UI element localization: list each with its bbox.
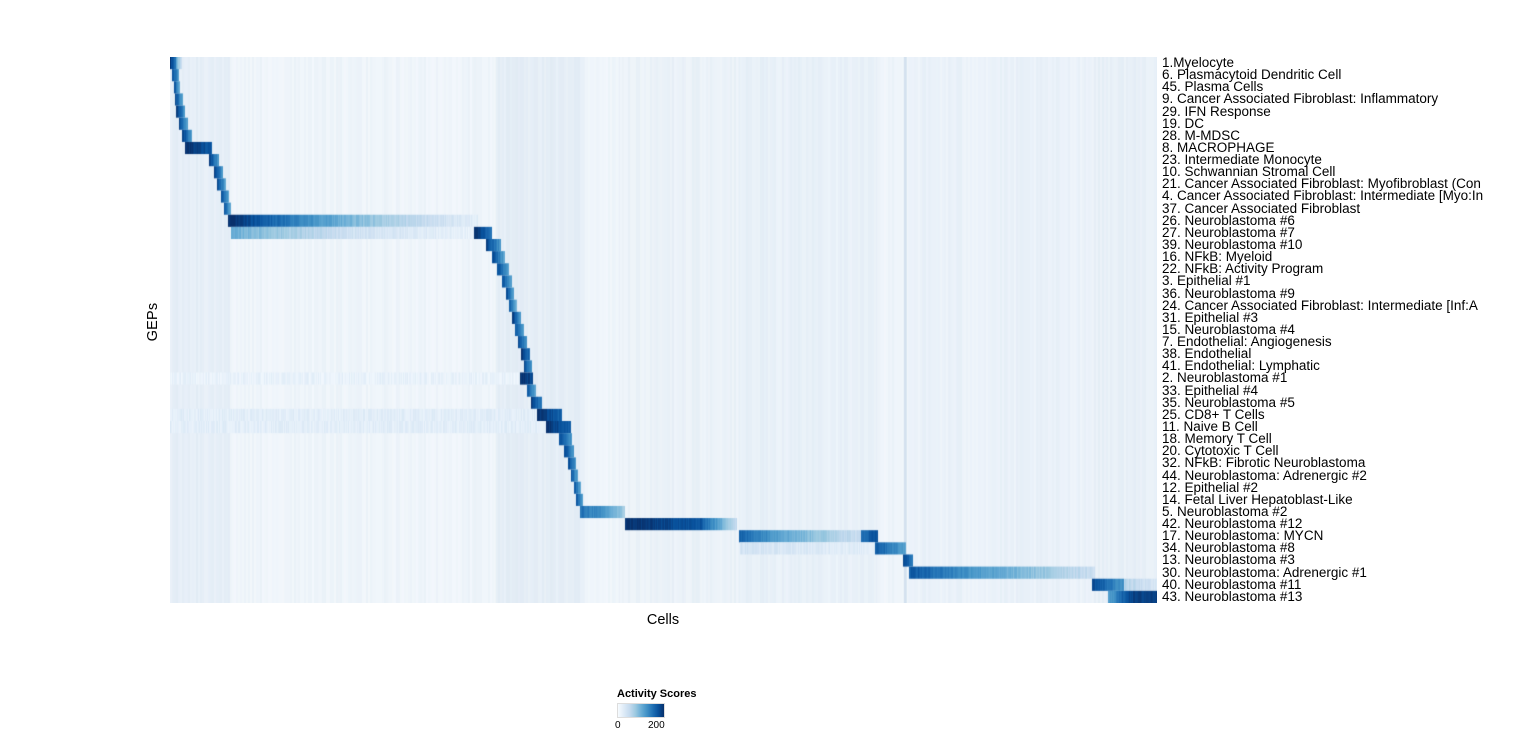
gep-row-label: 7. Endothelial: Angiogenesis (1162, 334, 1332, 350)
gep-row-label: 8. MACROPHAGE (1162, 139, 1275, 155)
legend-gradient-bar (617, 703, 665, 718)
gep-row-label: 21. Cancer Associated Fibroblast: Myofib… (1162, 176, 1481, 192)
gep-row-label: 32. NFkB: Fibrotic Neuroblastoma (1162, 455, 1366, 471)
gep-row-label: 29. IFN Response (1162, 103, 1271, 119)
gep-row-label: 10. Schwannian Stromal Cell (1162, 164, 1336, 180)
legend-tick-min: 0 (615, 720, 621, 731)
gep-row-label: 11. Naive B Cell (1162, 419, 1258, 434)
activity-scores-legend: Activity Scores 0 200 (615, 688, 737, 732)
gep-row-label: 40. Neuroblastoma #11 (1162, 576, 1302, 592)
gep-row-label: 33. Epithelial #4 (1162, 382, 1259, 398)
gep-row-labels: 1.Myelocyte 6. Plasmacytoid Dendritic Cel… (1162, 55, 1540, 613)
gep-row-label: 15. Neuroblastoma #4 (1162, 321, 1295, 337)
gep-row-label: 6. Plasmacytoid Dendritic Cell (1162, 67, 1342, 83)
gep-row-label: 16. NFkB: Myeloid (1162, 249, 1273, 265)
gep-row-label: 2. Neuroblastoma #1 (1162, 370, 1288, 386)
gep-row-label: 27. Neuroblastoma #7 (1162, 224, 1295, 240)
gep-row-label: 13. Neuroblastoma #3 (1162, 552, 1295, 568)
gep-row-label: 4. Cancer Associated Fibroblast: Interme… (1162, 188, 1484, 204)
gep-row-label: 42. Neuroblastoma #12 (1162, 516, 1303, 532)
gep-row-label: 24. Cancer Associated Fibroblast: Interm… (1162, 297, 1478, 313)
gep-row-label: 5. Neuroblastoma #2 (1162, 503, 1288, 519)
gep-row-label: 35. Neuroblastoma #5 (1162, 394, 1295, 410)
gep-row-label: 38. Endothelial (1162, 346, 1252, 362)
gep-row-label: 39. Neuroblastoma #10 (1162, 237, 1303, 252)
gep-row-label: 9. Cancer Associated Fibroblast: Inflamm… (1162, 91, 1439, 107)
gep-row-label: 22. NFkB: Activity Program (1162, 261, 1324, 277)
x-axis-label: Cells (646, 612, 680, 628)
legend-ticks: 0 200 (615, 720, 687, 732)
legend-tick-max: 200 (648, 720, 665, 731)
gep-row-label: 23. Intermediate Monocyte (1162, 152, 1322, 168)
gep-row-label: 14. Fetal Liver Hepatoblast-Like (1162, 491, 1353, 507)
gep-row-label: 37. Cancer Associated Fibroblast (1162, 200, 1361, 216)
gep-row-label: 18. Memory T Cell (1162, 431, 1272, 447)
heatmap-canvas (170, 57, 1157, 603)
gep-row-label: 1.Myelocyte (1162, 55, 1235, 70)
gep-row-label: 3. Epithelial #1 (1162, 273, 1251, 289)
gep-row-label: 44. Neuroblastoma: Adrenergic #2 (1162, 467, 1367, 483)
gep-row-label: 45. Plasma Cells (1162, 79, 1264, 95)
gep-row-label: 26. Neuroblastoma #6 (1162, 212, 1295, 228)
gep-row-label: 20. Cytotoxic T Cell (1162, 443, 1279, 459)
gep-row-label: 12. Epithelial #2 (1162, 479, 1259, 495)
y-axis-label: GEPs (145, 302, 161, 342)
gep-row-label: 17. Neuroblastoma: MYCN (1162, 528, 1324, 544)
gep-row-label: 30. Neuroblastoma: Adrenergic #1 (1162, 564, 1367, 580)
gep-row-label: 41. Endothelial: Lymphatic (1162, 358, 1320, 374)
gep-row-label: 36. Neuroblastoma #9 (1162, 285, 1295, 301)
gep-row-label: 19. DC (1162, 115, 1205, 131)
gep-row-label: 34. Neuroblastoma #8 (1162, 540, 1295, 556)
gep-row-label: 31. Epithelial #3 (1162, 309, 1259, 325)
gep-row-label: 28. M-MDSC (1162, 127, 1241, 143)
gep-row-label: 25. CD8+ T Cells (1162, 406, 1265, 422)
gep-row-label: 43. Neuroblastoma #13 (1162, 588, 1303, 604)
legend-title: Activity Scores (617, 688, 697, 700)
